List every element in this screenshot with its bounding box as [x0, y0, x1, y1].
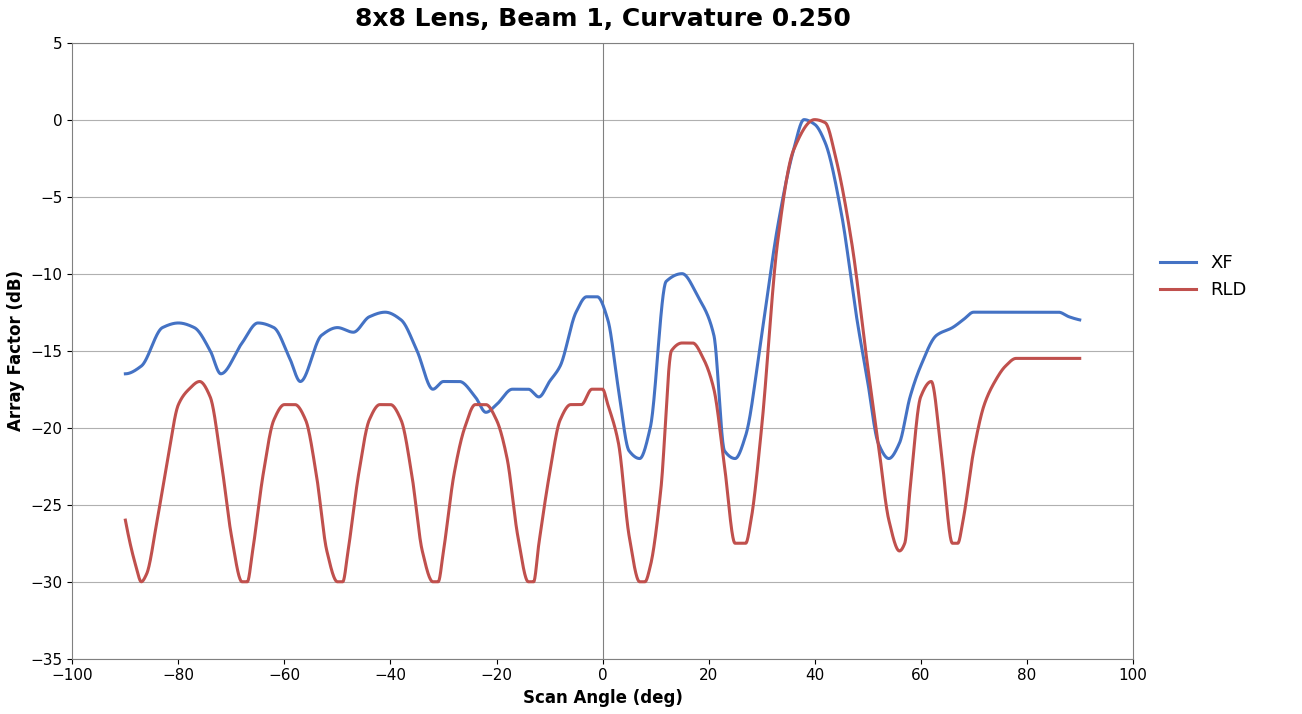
- XF: [881, 454, 897, 463]
- RLD: [695, 353, 711, 361]
- XF: [1072, 316, 1087, 324]
- XF: [117, 370, 133, 378]
- RLD: [807, 116, 823, 124]
- XF: [711, 391, 727, 400]
- XF: [982, 308, 997, 316]
- Title: 8x8 Lens, Beam 1, Curvature 0.250: 8x8 Lens, Beam 1, Curvature 0.250: [354, 7, 850, 31]
- XF: [384, 310, 400, 318]
- XF: [797, 116, 812, 124]
- Line: XF: XF: [125, 120, 1079, 458]
- Line: RLD: RLD: [125, 120, 1079, 582]
- RLD: [384, 401, 400, 409]
- XF: [322, 326, 337, 334]
- RLD: [1072, 354, 1087, 363]
- RLD: [711, 421, 727, 429]
- RLD: [982, 387, 997, 396]
- RLD: [1072, 354, 1087, 363]
- RLD: [323, 560, 339, 568]
- X-axis label: Scan Angle (deg): Scan Angle (deg): [522, 689, 682, 707]
- XF: [694, 301, 710, 309]
- Legend: XF, RLD: XF, RLD: [1152, 247, 1254, 306]
- XF: [1072, 316, 1087, 324]
- RLD: [234, 578, 250, 586]
- Y-axis label: Array Factor (dB): Array Factor (dB): [7, 270, 25, 431]
- RLD: [117, 516, 133, 524]
